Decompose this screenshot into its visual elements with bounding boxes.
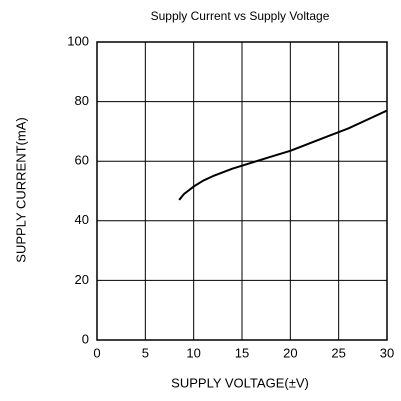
- data-line: [178, 109, 388, 201]
- y-tick-label: 20: [75, 272, 89, 287]
- y-tick-label: 60: [75, 153, 89, 168]
- x-tick-label: 20: [283, 345, 297, 360]
- y-tick-label: 100: [67, 33, 89, 48]
- x-tick-label: 10: [186, 345, 200, 360]
- y-tick-label: 80: [75, 93, 89, 108]
- x-tick-label: 5: [142, 345, 149, 360]
- y-tick-label: 0: [82, 331, 89, 346]
- chart-title: Supply Current vs Supply Voltage: [151, 9, 330, 23]
- y-axis-label: SUPPLY CURRENT(mA): [13, 117, 28, 262]
- x-tick-label: 15: [235, 345, 249, 360]
- x-tick-label: 25: [331, 345, 345, 360]
- x-tick-label: 0: [93, 345, 100, 360]
- x-tick-label: 30: [380, 345, 394, 360]
- y-tick-label: 40: [75, 212, 89, 227]
- x-axis-label: SUPPLY VOLTAGE(±V): [171, 375, 309, 390]
- plot-border: [96, 41, 388, 341]
